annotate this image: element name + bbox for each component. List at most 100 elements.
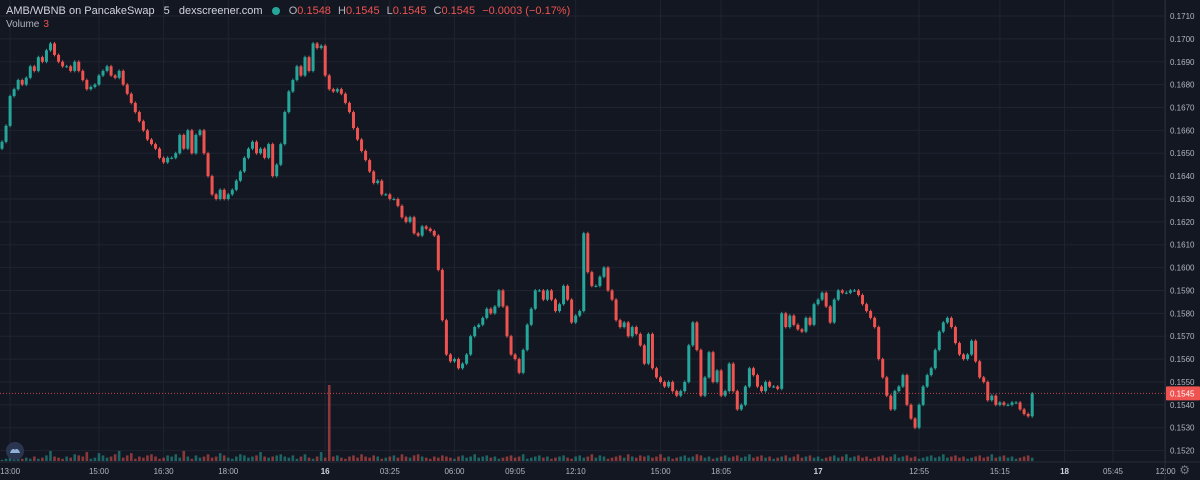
candle-body [687, 345, 691, 382]
volume-bar [578, 455, 582, 461]
candle-body [962, 354, 966, 360]
y-tick-label: 0.1690 [1170, 58, 1195, 67]
candle-body [549, 290, 553, 300]
volume-bar [287, 457, 291, 461]
candle-body [4, 125, 8, 142]
volume-bar [735, 455, 739, 461]
volume-bar [20, 458, 24, 461]
candle-body [723, 391, 727, 396]
volume-label[interactable]: Volume [6, 19, 40, 30]
candle-body [570, 299, 574, 323]
candle-body [501, 290, 505, 307]
volume-bar [37, 458, 40, 461]
candle-body [784, 313, 788, 328]
candle-body [905, 375, 909, 405]
volume-bar [622, 457, 626, 461]
volume-bar [574, 456, 577, 461]
candle-body [141, 121, 145, 131]
candle-body [598, 276, 602, 286]
x-tick-label: 12:00 [1156, 467, 1177, 476]
candle-body [489, 308, 493, 314]
volume-bar [606, 458, 610, 461]
candle-body [380, 180, 384, 195]
interval-label[interactable]: 5 [163, 5, 170, 17]
volume-bar [776, 457, 779, 461]
volume-bar [109, 456, 113, 461]
volume-bar [768, 456, 771, 461]
candle-body [820, 292, 824, 300]
volume-bar [85, 452, 89, 461]
candle-body [659, 377, 663, 382]
candle-body [113, 75, 117, 78]
candle-body [12, 89, 16, 97]
candle-body [493, 306, 497, 314]
candle-body [85, 80, 89, 90]
volume-bar [226, 457, 230, 461]
volume-bar [255, 455, 258, 461]
volume-bar [89, 458, 93, 461]
candle-body [1022, 409, 1026, 414]
volume-bar [675, 457, 678, 461]
volume-bar [667, 456, 670, 461]
volume-bar [602, 456, 606, 461]
candle-body [315, 43, 319, 49]
candle-body [198, 130, 202, 135]
candle-body [412, 217, 416, 234]
dexscreener-logo-icon[interactable] [6, 442, 24, 460]
volume-bar [760, 455, 763, 461]
gear-icon[interactable]: ⚙ [1179, 463, 1190, 477]
time-axis[interactable]: 13:00 15:00 16:30 18:00 16 03:25 06:00 09:05 12:… [0, 467, 1176, 476]
volume-bar [311, 458, 315, 461]
candle-body [921, 386, 925, 405]
candle-body [331, 89, 335, 92]
candle-body [949, 317, 953, 328]
volume-bar [929, 455, 933, 461]
volume-bar [538, 455, 541, 461]
candle-body [81, 70, 85, 81]
volume-bar [457, 456, 460, 461]
candle-body [695, 322, 699, 350]
volume-bar [356, 457, 359, 461]
volume-bar [154, 456, 157, 461]
volume-bar [586, 456, 590, 461]
candle-body [287, 91, 291, 113]
candle-body [1014, 402, 1018, 404]
candle-body [1010, 402, 1014, 405]
candle-body [711, 352, 715, 382]
candle-body [444, 320, 448, 355]
y-tick-label: 0.1700 [1170, 35, 1195, 44]
candle-body [364, 150, 368, 161]
candle-body [408, 217, 412, 222]
volume-bar [416, 454, 420, 461]
price-axis[interactable]: 0.1710 0.1700 0.1690 0.1680 0.1670 0.1660 0.16… [1170, 12, 1195, 456]
volume-bar [982, 457, 986, 461]
volume-bar [509, 455, 513, 461]
volume-legend: Volume 3 [6, 19, 49, 30]
volume-bar [699, 455, 703, 461]
volume-bar [865, 456, 868, 461]
candle-body [117, 70, 121, 78]
volume-bar [877, 456, 880, 461]
candle-body [137, 112, 141, 122]
volume-bar [239, 454, 242, 461]
candle-body [982, 377, 986, 382]
volume-bar [493, 456, 497, 461]
volume-bar [703, 457, 707, 461]
volume-bar [974, 456, 977, 461]
volume-bar [315, 456, 319, 461]
candle-body [299, 66, 303, 76]
candle-body [957, 343, 961, 355]
symbol-title[interactable]: AMB/WBNB on PancakeSwap [6, 5, 155, 17]
volume-bar [319, 452, 323, 461]
candle-body [440, 269, 444, 321]
candle-body [190, 130, 194, 154]
candle-body [89, 86, 93, 90]
candle-body [606, 267, 610, 291]
volume-bar [186, 456, 190, 461]
volume-bar [748, 454, 751, 461]
candle-body [671, 381, 675, 392]
volume-bar [687, 457, 691, 461]
candle-body [469, 336, 473, 355]
volume-bar [731, 456, 735, 461]
